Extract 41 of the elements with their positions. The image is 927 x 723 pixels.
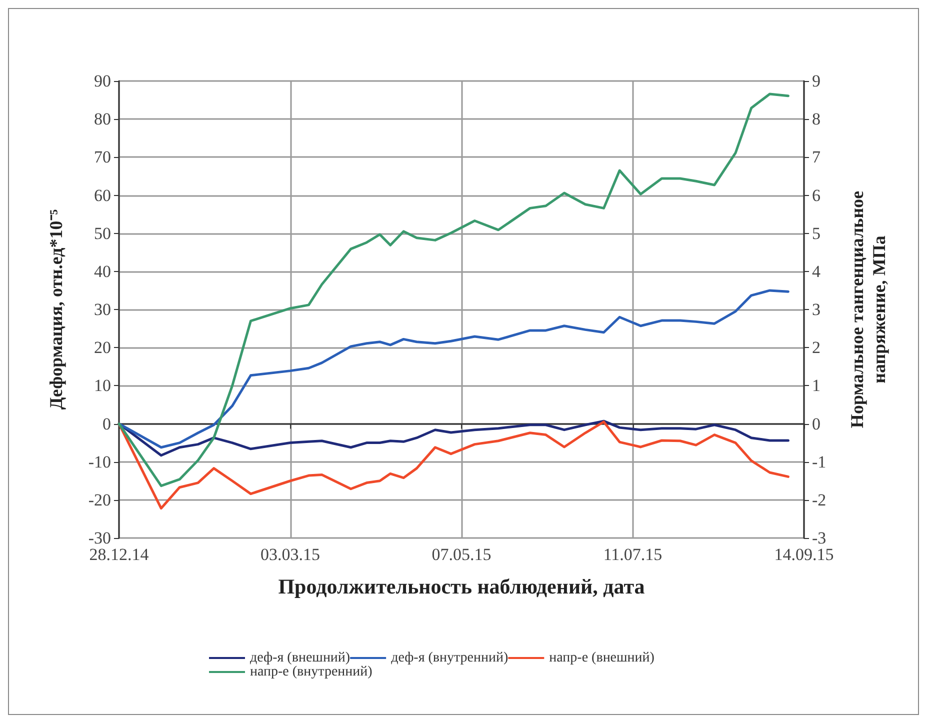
line-series xyxy=(118,92,790,488)
y-axis-title: Деформация, отн.ед*10⁻⁵ xyxy=(46,208,66,410)
y-tick-label: 0 xyxy=(102,414,111,434)
y-tick-label: -30 xyxy=(88,528,111,548)
x-tick-label: 28.12.14 xyxy=(89,545,150,564)
y2-tick-label: -3 xyxy=(812,528,826,548)
line-series xyxy=(118,289,790,449)
x-tick-label: 03.03.15 xyxy=(260,545,320,564)
y2-tick-label: 6 xyxy=(812,186,820,205)
legend-label: деф-я (внешний) xyxy=(250,650,350,666)
legend-label: деф-я (внутренний) xyxy=(391,650,508,666)
x-tick-label: 07.05.15 xyxy=(432,545,492,564)
y-tick-label: -10 xyxy=(88,452,111,472)
y2-tick-label: 4 xyxy=(812,262,821,281)
y2-tick-label: 5 xyxy=(812,224,820,243)
y2-tick-label: -2 xyxy=(812,490,826,510)
y2-tick-label: 0 xyxy=(812,414,820,434)
y-tick-label: 30 xyxy=(94,300,111,319)
y2-tick-label: 3 xyxy=(812,300,820,319)
legend-label: напр-е (внешний) xyxy=(549,650,655,666)
y2-tick-label: 8 xyxy=(812,110,820,129)
y-tick-label: 40 xyxy=(94,262,111,281)
y2-tick-label: 9 xyxy=(812,72,820,90)
x-tick-label: 11.07.15 xyxy=(603,545,662,564)
y-tick-label: 20 xyxy=(94,338,111,358)
x-axis-title: Продолжительность наблюдений, дата xyxy=(278,574,646,598)
y-tick-label: -20 xyxy=(88,490,111,510)
y2-tick-label: 1 xyxy=(812,376,820,396)
legend-label: напр-е (внутренний) xyxy=(250,664,373,680)
y-tick-label: 10 xyxy=(94,376,111,396)
y2-axis-title: Нормальное тангенциальное напряжение, МПа xyxy=(847,190,889,428)
line-series xyxy=(118,420,790,510)
y-tick-label: 70 xyxy=(94,148,111,167)
x-tick-label: 14.09.15 xyxy=(774,545,834,564)
y-tick-label: 50 xyxy=(94,224,111,243)
y-tick-label: 60 xyxy=(94,186,111,205)
y2-tick-label: -1 xyxy=(812,452,826,472)
y-tick-label: 90 xyxy=(94,72,111,90)
y-tick-label: 80 xyxy=(94,110,111,129)
y2-tick-label: 7 xyxy=(812,148,821,167)
y2-tick-label: 2 xyxy=(812,338,820,358)
